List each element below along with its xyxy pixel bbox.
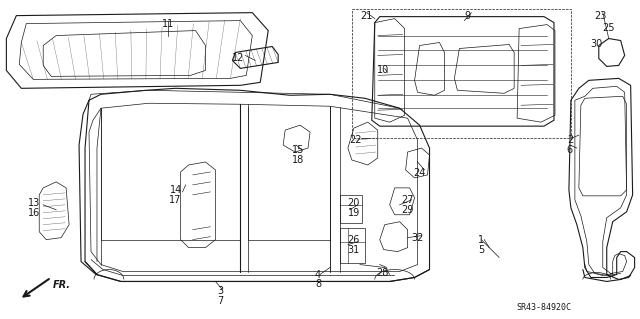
Text: 6: 6 bbox=[567, 145, 573, 155]
Text: 8: 8 bbox=[315, 279, 321, 289]
Text: 29: 29 bbox=[401, 205, 414, 215]
Text: 13: 13 bbox=[28, 198, 40, 208]
Text: 21: 21 bbox=[360, 11, 373, 21]
Text: 28: 28 bbox=[376, 268, 389, 278]
Text: 3: 3 bbox=[218, 286, 223, 296]
Text: SR43-84920C: SR43-84920C bbox=[516, 303, 572, 312]
Text: 27: 27 bbox=[401, 195, 414, 205]
Text: 20: 20 bbox=[348, 198, 360, 208]
Text: 5: 5 bbox=[478, 245, 484, 255]
Text: 11: 11 bbox=[161, 19, 174, 29]
Text: FR.: FR. bbox=[53, 280, 71, 290]
Text: 22: 22 bbox=[349, 135, 362, 145]
Text: 31: 31 bbox=[348, 245, 360, 255]
Text: 18: 18 bbox=[292, 155, 304, 165]
Text: 23: 23 bbox=[595, 11, 607, 21]
Text: 2: 2 bbox=[567, 135, 573, 145]
Text: 14: 14 bbox=[170, 185, 182, 195]
Text: 32: 32 bbox=[412, 233, 424, 243]
Text: 26: 26 bbox=[348, 235, 360, 245]
Text: 7: 7 bbox=[218, 296, 223, 307]
Text: 10: 10 bbox=[376, 65, 389, 75]
Bar bbox=[340, 228, 365, 263]
Text: 4: 4 bbox=[315, 270, 321, 279]
Text: 30: 30 bbox=[591, 39, 603, 48]
Text: 15: 15 bbox=[292, 145, 304, 155]
Text: 25: 25 bbox=[602, 23, 615, 33]
Text: 16: 16 bbox=[28, 208, 40, 218]
Text: 12: 12 bbox=[232, 54, 244, 63]
Text: 17: 17 bbox=[170, 195, 182, 205]
Text: 1: 1 bbox=[478, 235, 484, 245]
Text: 24: 24 bbox=[413, 168, 426, 178]
Bar bbox=[352, 9, 571, 138]
Text: 19: 19 bbox=[348, 208, 360, 218]
Text: 9: 9 bbox=[464, 11, 470, 21]
Bar bbox=[340, 195, 362, 223]
